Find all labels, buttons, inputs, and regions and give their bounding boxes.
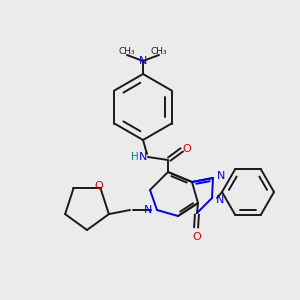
Text: O: O bbox=[94, 182, 103, 191]
Text: CH₃: CH₃ bbox=[119, 46, 135, 56]
Text: N: N bbox=[144, 205, 152, 215]
Text: N: N bbox=[139, 152, 147, 162]
Text: O: O bbox=[193, 232, 201, 242]
Text: N: N bbox=[217, 171, 225, 181]
Text: N: N bbox=[216, 195, 224, 205]
Text: N: N bbox=[139, 56, 147, 66]
Text: CH₃: CH₃ bbox=[151, 46, 167, 56]
Text: O: O bbox=[183, 144, 191, 154]
Text: H: H bbox=[131, 152, 139, 162]
